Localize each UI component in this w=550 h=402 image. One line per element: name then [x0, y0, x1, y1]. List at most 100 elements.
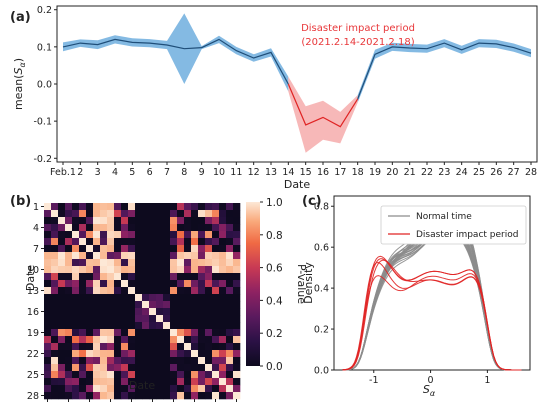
heatmap-cell	[149, 315, 157, 323]
heatmap-cell	[212, 357, 220, 365]
heatmap-cell	[93, 336, 101, 344]
heatmap-cell	[100, 252, 108, 260]
heatmap-cell	[191, 238, 199, 246]
heatmap-cell	[135, 378, 143, 386]
heatmap-cell	[184, 392, 192, 400]
heatmap-cell	[65, 287, 73, 295]
heatmap-cell	[212, 287, 220, 295]
heatmap-cell	[191, 231, 199, 239]
heatmap-cell	[156, 280, 164, 288]
heatmap-cell	[107, 385, 115, 393]
heatmap-cell	[100, 371, 108, 379]
heatmap-cell	[121, 322, 129, 330]
heatmap-cell	[93, 315, 101, 323]
heatmap-cell	[93, 231, 101, 239]
heatmap-cell	[177, 231, 185, 239]
heatmap-cell	[177, 392, 185, 400]
heatmap-cell	[170, 231, 178, 239]
heatmap-cell	[170, 350, 178, 358]
heatmap-cell	[72, 343, 80, 351]
heatmap-cell	[184, 301, 192, 309]
heatmap-cell	[156, 203, 164, 211]
x-tick-label: 1	[484, 375, 490, 386]
heatmap-cell	[233, 280, 241, 288]
heatmap-cell	[100, 217, 108, 225]
heatmap-cell	[170, 378, 178, 386]
heatmap-cell	[100, 238, 108, 246]
heatmap-cell	[44, 336, 52, 344]
heatmap-cell	[212, 231, 220, 239]
heatmap-cell	[135, 266, 143, 274]
heatmap-cell	[142, 378, 150, 386]
heatmap-cell	[135, 287, 143, 295]
heatmap-cell	[100, 329, 108, 337]
heatmap-cell	[163, 392, 171, 400]
heatmap-cell	[184, 371, 192, 379]
heatmap-cell	[226, 301, 234, 309]
y-tick-label: 7	[33, 244, 39, 255]
heatmap-cell	[135, 343, 143, 351]
heatmap-cell	[191, 357, 199, 365]
heatmap-cell	[100, 266, 108, 274]
heatmap-cell	[128, 224, 136, 232]
colorbar-label: P-value	[295, 264, 308, 304]
heatmap-cell	[142, 329, 150, 337]
y-tick-label: 25	[27, 370, 39, 381]
annotation-line1: Disaster impact period	[301, 23, 415, 34]
heatmap-cell	[128, 273, 136, 281]
heatmap-cell	[107, 357, 115, 365]
heatmap-cell	[219, 259, 227, 267]
heatmap-cell	[100, 322, 108, 330]
heatmap-cell	[114, 378, 122, 386]
legend-normal-label: Normal time	[416, 212, 472, 222]
heatmap-cell	[44, 350, 52, 358]
heatmap-cell	[51, 336, 59, 344]
x-tick-label: 12	[248, 167, 260, 178]
heatmap-cell	[128, 357, 136, 365]
heatmap-cell	[121, 385, 129, 393]
heatmap-cell	[177, 287, 185, 295]
colorbar-tick-label: 0.0	[266, 361, 283, 373]
heatmap-cell	[44, 238, 52, 246]
heatmap-cell	[163, 245, 171, 253]
heatmap-cell	[226, 252, 234, 260]
heatmap-cell	[86, 231, 94, 239]
heatmap-cell	[177, 294, 185, 302]
heatmap-cell	[58, 392, 66, 400]
heatmap-cell	[58, 203, 66, 211]
heatmap-cell	[177, 336, 185, 344]
heatmap-cell	[72, 308, 80, 316]
heatmap-cell	[100, 273, 108, 281]
heatmap-cell	[212, 350, 220, 358]
heatmap-cell	[149, 357, 157, 365]
heatmap-cell	[198, 315, 206, 323]
heatmap-cell	[51, 252, 59, 260]
heatmap-cell	[65, 245, 73, 253]
heatmap-cell	[170, 364, 178, 372]
heatmap-cell	[44, 294, 52, 302]
heatmap-cell	[79, 385, 87, 393]
heatmap-cell	[156, 231, 164, 239]
heatmap-cell	[226, 385, 234, 393]
heatmap-cell	[142, 245, 150, 253]
heatmap-cell	[219, 329, 227, 337]
heatmap-cell	[205, 238, 213, 246]
heatmap-cell	[72, 252, 80, 260]
heatmap-cell	[79, 217, 87, 225]
normal-band-pre	[63, 13, 289, 92]
heatmap-cell	[114, 357, 122, 365]
colorbar-tick-label: 1.0	[266, 197, 283, 209]
heatmap-cell	[44, 301, 52, 309]
heatmap-cell	[79, 301, 87, 309]
heatmap-cell	[44, 308, 52, 316]
heatmap-cell	[226, 273, 234, 281]
heatmap-cell	[184, 315, 192, 323]
heatmap-cell	[86, 308, 94, 316]
heatmap-cell	[226, 203, 234, 211]
heatmap-cell	[58, 287, 66, 295]
heatmap-cell	[233, 350, 241, 358]
heatmap-cell	[44, 245, 52, 253]
heatmap-cell	[72, 364, 80, 372]
heatmap-cell	[219, 308, 227, 316]
